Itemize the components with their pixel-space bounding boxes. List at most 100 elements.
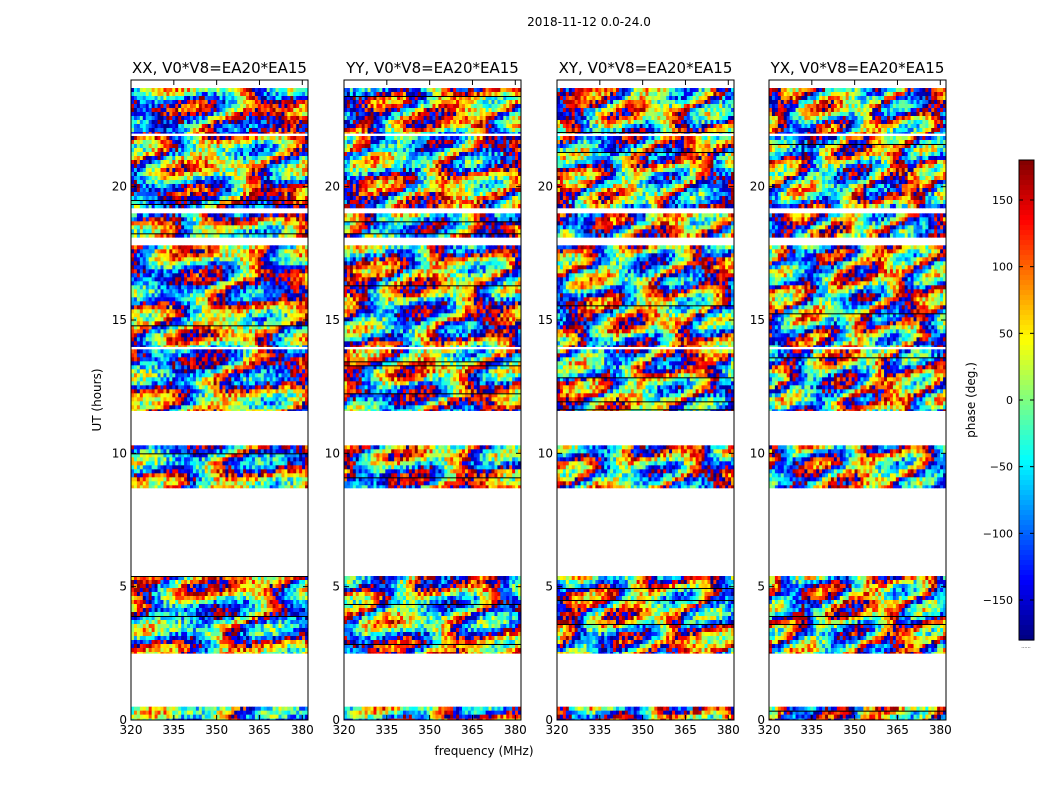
colorbar-segment bbox=[1019, 380, 1034, 386]
colorbar-segment bbox=[1019, 200, 1034, 206]
colorbar-segment bbox=[1019, 215, 1034, 221]
y-tick-label: 0 bbox=[757, 713, 765, 727]
colorbar-segment bbox=[1019, 250, 1034, 256]
colorbar-segment bbox=[1019, 255, 1034, 261]
y-tick-label: 10 bbox=[750, 446, 765, 460]
x-tick-label: 335 bbox=[588, 723, 611, 737]
y-tick-label: 5 bbox=[545, 580, 553, 594]
colorbar-segment bbox=[1019, 235, 1034, 241]
panel-title: YY, V0*V8=EA20*EA15 bbox=[345, 59, 519, 77]
x-tick-label: 365 bbox=[886, 723, 909, 737]
colorbar-segment bbox=[1019, 220, 1034, 226]
colorbar-segment bbox=[1019, 600, 1034, 606]
colorbar-segment bbox=[1019, 230, 1034, 236]
colorbar-tick-label: 150 bbox=[992, 194, 1013, 207]
colorbar-segment bbox=[1019, 530, 1034, 536]
colorbar-segment bbox=[1019, 315, 1034, 321]
colorbar-segment bbox=[1019, 185, 1034, 191]
colorbar-segment bbox=[1019, 610, 1034, 616]
x-tick-label: 350 bbox=[843, 723, 866, 737]
colorbar-segment bbox=[1019, 585, 1034, 591]
colorbar-segment bbox=[1019, 190, 1034, 196]
x-tick-label: 335 bbox=[800, 723, 823, 737]
x-tick-label: 335 bbox=[162, 723, 185, 737]
colorbar: 150 100 50 0 −50 −100 −150 bbox=[983, 159, 1035, 641]
colorbar-segment bbox=[1019, 270, 1034, 276]
colorbar-segment bbox=[1019, 555, 1034, 561]
colorbar-segment bbox=[1019, 195, 1034, 201]
y-tick-label: 20 bbox=[750, 180, 765, 194]
colorbar-segment bbox=[1019, 355, 1034, 361]
colorbar-segment bbox=[1019, 465, 1034, 471]
x-tick-label: 380 bbox=[291, 723, 314, 737]
colorbar-segment bbox=[1019, 560, 1034, 566]
panel-xy: XY, V0*V8=EA20*EA15 320 335 350 365 380 0 5 10 15… bbox=[538, 59, 740, 737]
colorbar-segment bbox=[1019, 500, 1034, 506]
colorbar-segment bbox=[1019, 625, 1034, 631]
colorbar-segment bbox=[1019, 400, 1034, 406]
colorbar-segment bbox=[1019, 455, 1034, 461]
panel-xx: XX, V0*V8=EA20*EA15 320 335 350 365 380 0 5 10 15… bbox=[112, 59, 314, 737]
x-tick-label: 365 bbox=[461, 723, 484, 737]
colorbar-segment bbox=[1019, 570, 1034, 576]
colorbar-segment bbox=[1019, 405, 1034, 411]
colorbar-segment bbox=[1019, 390, 1034, 396]
x-tick-label: 380 bbox=[717, 723, 740, 737]
colorbar-segment bbox=[1019, 620, 1034, 626]
panel-yy: YY, V0*V8=EA20*EA15 320 335 350 365 380 0 5 10 15… bbox=[325, 59, 527, 737]
colorbar-segment bbox=[1019, 280, 1034, 286]
x-axis-label: frequency (MHz) bbox=[434, 744, 533, 758]
colorbar-segment bbox=[1019, 395, 1034, 401]
y-tick-label: 20 bbox=[325, 180, 340, 194]
colorbar-segment bbox=[1019, 450, 1034, 456]
colorbar-segment bbox=[1019, 415, 1034, 421]
y-tick-label: 15 bbox=[112, 313, 127, 327]
colorbar-segment bbox=[1019, 245, 1034, 251]
colorbar-segment bbox=[1019, 485, 1034, 491]
y-tick-label: 10 bbox=[112, 446, 127, 460]
colorbar-segment bbox=[1019, 210, 1034, 216]
colorbar-segment bbox=[1019, 335, 1034, 341]
colorbar-segment bbox=[1019, 545, 1034, 551]
y-tick-label: 0 bbox=[332, 713, 340, 727]
colorbar-segment bbox=[1019, 385, 1034, 391]
phase-heatmap-yy bbox=[344, 88, 521, 720]
colorbar-segment bbox=[1019, 580, 1034, 586]
x-tick-label: 350 bbox=[205, 723, 228, 737]
colorbar-segment bbox=[1019, 175, 1034, 181]
colorbar-segment bbox=[1019, 540, 1034, 546]
colorbar-segment bbox=[1019, 240, 1034, 246]
colorbar-segment bbox=[1019, 565, 1034, 571]
axes-frame bbox=[768, 79, 947, 721]
x-tick-label: 365 bbox=[248, 723, 271, 737]
colorbar-segment bbox=[1019, 490, 1034, 496]
colorbar-segment bbox=[1019, 605, 1034, 611]
colorbar-segment bbox=[1019, 475, 1034, 481]
colorbar-segment bbox=[1019, 370, 1034, 376]
axes-frame bbox=[343, 79, 522, 721]
colorbar-segment bbox=[1019, 325, 1034, 331]
colorbar-segment bbox=[1019, 265, 1034, 271]
x-tick-label: 320 bbox=[546, 723, 569, 737]
colorbar-segment bbox=[1019, 360, 1034, 366]
colorbar-segment bbox=[1019, 630, 1034, 636]
y-tick-label: 10 bbox=[538, 446, 553, 460]
panel-title: XX, V0*V8=EA20*EA15 bbox=[132, 59, 307, 77]
colorbar-segment bbox=[1019, 425, 1034, 431]
colorbar-segment bbox=[1019, 590, 1034, 596]
colorbar-segment bbox=[1019, 365, 1034, 371]
colorbar-segment bbox=[1019, 260, 1034, 266]
colorbar-segment bbox=[1019, 550, 1034, 556]
x-tick-label: 350 bbox=[631, 723, 654, 737]
colorbar-segment bbox=[1019, 295, 1034, 301]
colorbar-segment bbox=[1019, 430, 1034, 436]
y-tick-label: 15 bbox=[750, 313, 765, 327]
colorbar-segment bbox=[1019, 305, 1034, 311]
colorbar-segment bbox=[1019, 460, 1034, 466]
colorbar-segment bbox=[1019, 285, 1034, 291]
colorbar-segment bbox=[1019, 345, 1034, 351]
x-tick-label: 335 bbox=[375, 723, 398, 737]
colorbar-segment bbox=[1019, 480, 1034, 486]
colorbar-segment bbox=[1019, 410, 1034, 416]
colorbar-segment bbox=[1019, 445, 1034, 451]
